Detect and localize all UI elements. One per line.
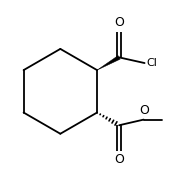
Text: O: O xyxy=(139,104,149,117)
Text: Cl: Cl xyxy=(146,58,157,68)
Text: O: O xyxy=(114,16,124,30)
Text: O: O xyxy=(114,153,124,166)
Polygon shape xyxy=(97,56,120,70)
